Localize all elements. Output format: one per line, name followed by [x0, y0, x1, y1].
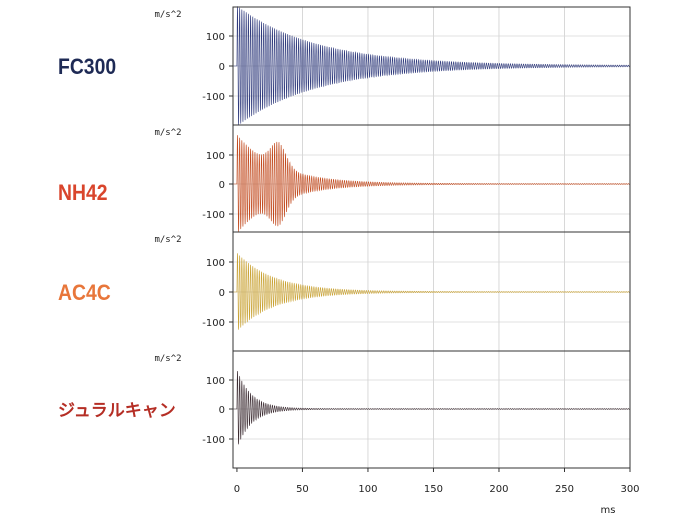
x-tick-label: 150	[424, 484, 443, 495]
waveform-0	[233, 6, 631, 126]
x-tick-label: 200	[489, 484, 508, 495]
x-tick-label: 50	[296, 484, 309, 495]
y-unit-label: m/s^2	[154, 354, 181, 364]
x-tick-label: 250	[555, 484, 574, 495]
y-tick-label: 0	[219, 405, 225, 416]
y-tick-label: 100	[206, 32, 225, 43]
waveform-2	[233, 253, 631, 330]
material-label-duralcan: ジュラルキャン	[58, 401, 176, 420]
x-tick-label: 100	[358, 484, 377, 495]
y-tick-label: -100	[202, 210, 225, 221]
y-tick-label: 0	[219, 180, 225, 191]
x-tick-label: 300	[620, 484, 639, 495]
y-tick-label: -100	[202, 92, 225, 103]
y-unit-label: m/s^2	[154, 128, 181, 138]
x-axis-label: ms	[601, 505, 616, 516]
y-unit-label: m/s^2	[154, 10, 181, 20]
y-tick-label: -100	[202, 435, 225, 446]
y-tick-label: 0	[219, 62, 225, 73]
material-label-ac4c: AC4C	[58, 280, 111, 305]
material-label-fc300: FC300	[58, 54, 117, 79]
waveform-1	[233, 135, 631, 232]
material-label-nh42: NH42	[58, 180, 108, 205]
y-tick-label: 100	[206, 151, 225, 162]
waveform-3	[233, 371, 631, 445]
y-tick-label: 100	[206, 376, 225, 387]
y-unit-label: m/s^2	[154, 235, 181, 245]
y-tick-label: -100	[202, 318, 225, 329]
y-tick-label: 100	[206, 258, 225, 269]
y-tick-label: 0	[219, 288, 225, 299]
x-tick-label: 0	[234, 484, 240, 495]
